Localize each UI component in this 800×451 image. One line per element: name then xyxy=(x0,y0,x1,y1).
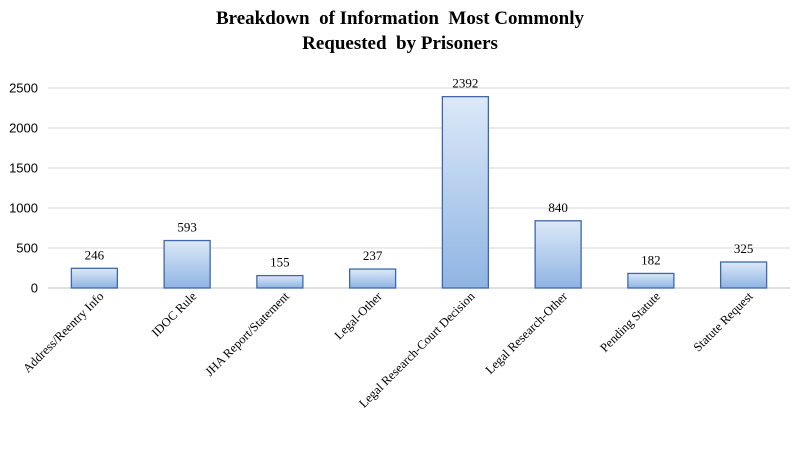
bar xyxy=(256,274,304,289)
bar xyxy=(627,272,675,289)
chart-title-line-1: Breakdown of Information Most Commonly xyxy=(215,8,585,29)
x-tick-label: JHA Report/Statement xyxy=(202,289,292,379)
x-tick-label: Legal Research-Other xyxy=(483,289,571,377)
x-tick-label: IDOC Rule xyxy=(149,289,200,340)
bar xyxy=(534,220,582,289)
data-label: 246 xyxy=(85,247,105,262)
data-label: 840 xyxy=(548,200,568,215)
chart-title: Breakdown of Information Most Commonly R… xyxy=(0,6,800,56)
bar xyxy=(348,268,397,289)
data-label: 237 xyxy=(363,248,383,263)
y-tick-label: 1000 xyxy=(9,201,38,216)
y-tick-label: 2500 xyxy=(9,81,38,96)
y-tick-label: 500 xyxy=(16,241,38,256)
bar xyxy=(719,261,768,289)
y-tick-label: 1500 xyxy=(9,161,38,176)
y-tick-label: 2000 xyxy=(9,121,38,136)
data-label: 182 xyxy=(641,252,661,267)
x-axis-labels: Address/Reentry Info IDOC Rule JHA Report/… xyxy=(20,289,756,411)
x-tick-label: Statute Request xyxy=(691,289,757,355)
bars xyxy=(70,95,768,289)
gridlines xyxy=(48,87,790,289)
data-label: 2392 xyxy=(452,76,478,91)
x-tick-label: Legal-Other xyxy=(332,289,386,343)
x-tick-label: Pending Statute xyxy=(597,289,663,355)
bar xyxy=(441,95,490,289)
x-tick-label: Address/Reentry Info xyxy=(20,289,106,375)
bar xyxy=(70,267,119,289)
data-label: 325 xyxy=(734,241,754,256)
y-axis-ticks: 0 500 1000 1500 2000 2500 xyxy=(9,81,38,296)
data-label: 155 xyxy=(270,255,290,270)
y-tick-label: 0 xyxy=(31,281,38,296)
bar xyxy=(163,239,211,289)
data-label: 593 xyxy=(177,220,197,235)
chart-title-line-2: Requested by Prisoners xyxy=(302,33,498,54)
data-labels: 246 593 155 237 2392 840 182 325 xyxy=(85,76,754,270)
